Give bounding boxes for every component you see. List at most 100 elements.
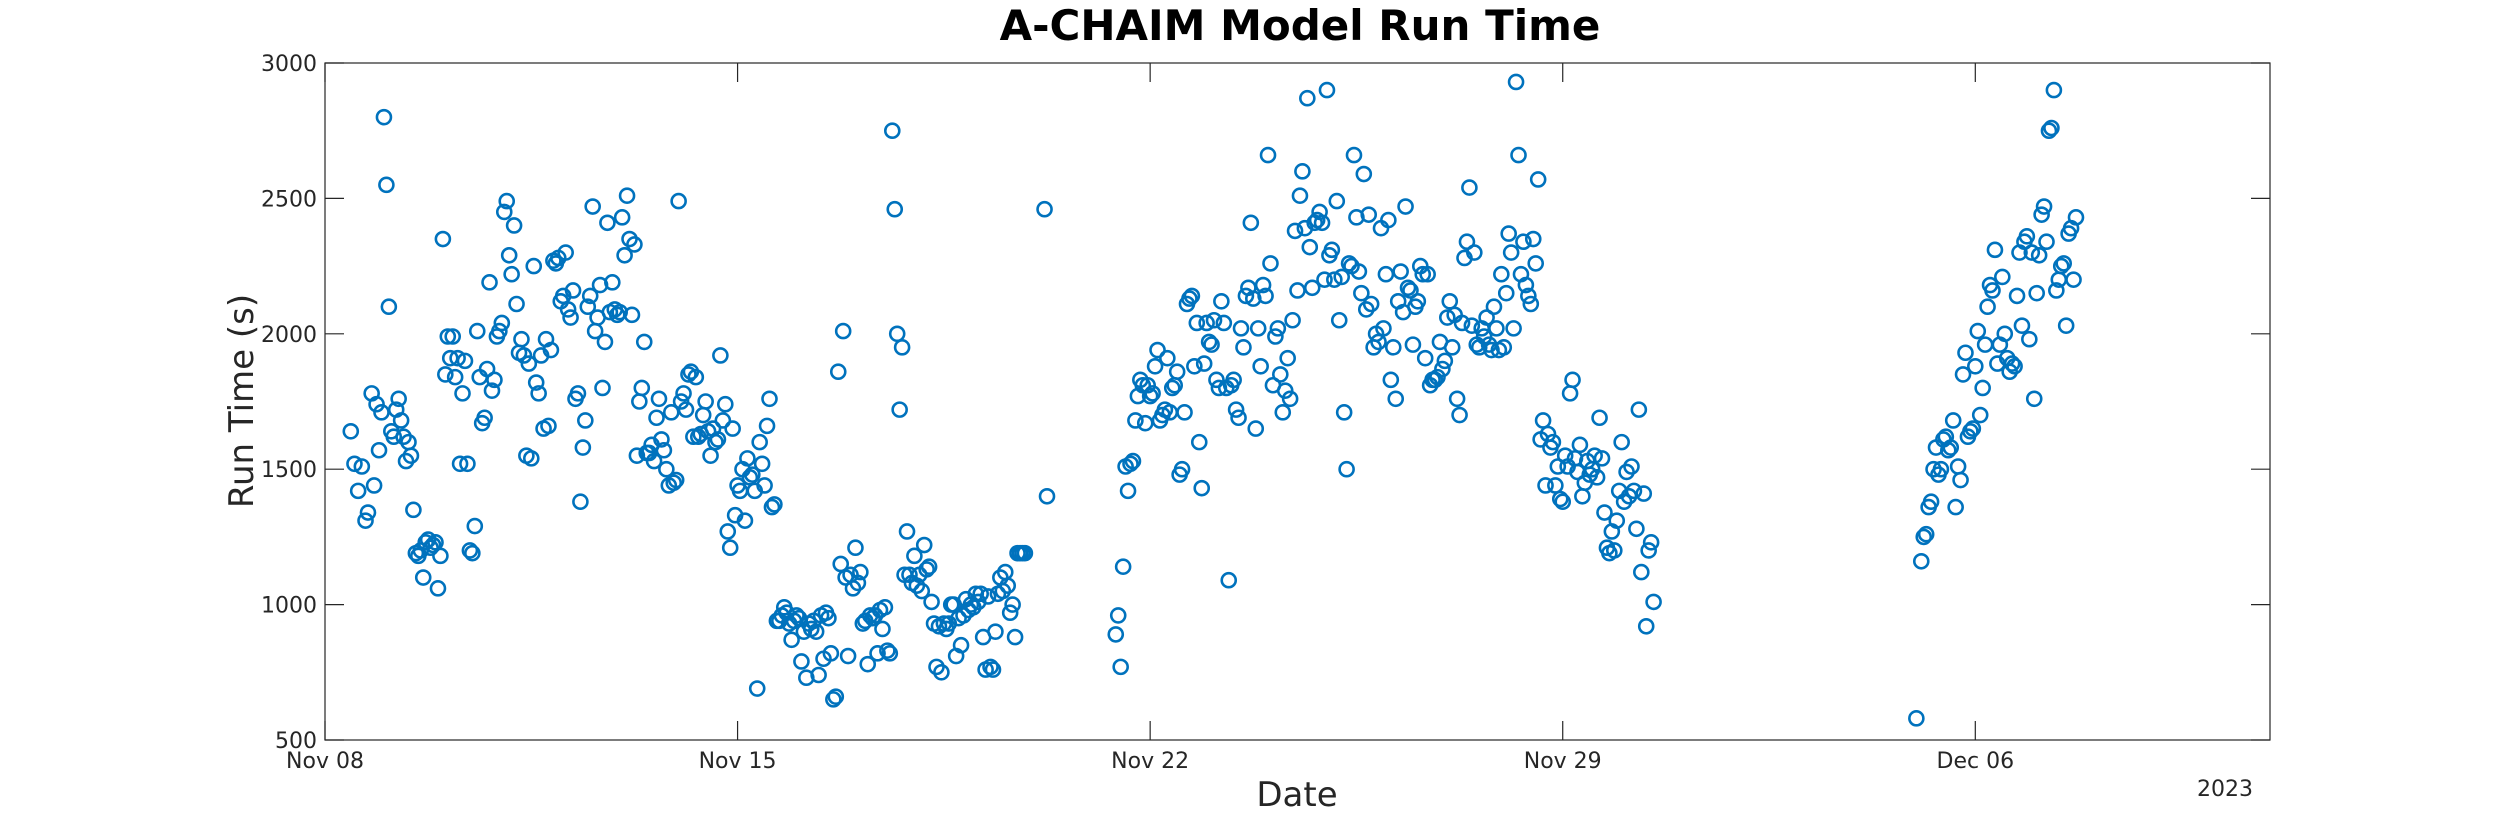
data-point bbox=[616, 246, 633, 264]
data-point bbox=[1524, 230, 1542, 248]
data-point bbox=[982, 658, 999, 676]
data-point bbox=[572, 493, 589, 510]
data-point bbox=[503, 265, 520, 283]
data-point bbox=[1996, 325, 2014, 343]
data-point bbox=[1625, 482, 1643, 500]
data-point bbox=[414, 569, 432, 586]
y-tick-label: 1000 bbox=[261, 594, 317, 619]
data-point bbox=[1326, 271, 1343, 288]
data-point bbox=[483, 382, 501, 399]
data-point bbox=[748, 680, 766, 697]
data-point bbox=[707, 433, 724, 451]
data-point bbox=[2067, 209, 2085, 226]
data-point bbox=[1591, 409, 1608, 427]
data-point bbox=[822, 645, 840, 662]
data-point bbox=[599, 214, 616, 232]
data-point bbox=[564, 282, 582, 299]
data-point bbox=[1291, 187, 1309, 204]
data-point bbox=[859, 655, 877, 673]
data-point bbox=[370, 441, 388, 459]
data-point bbox=[2018, 228, 2036, 245]
data-point bbox=[1181, 290, 1198, 307]
data-point bbox=[1284, 311, 1301, 329]
data-point bbox=[1544, 433, 1562, 451]
data-point bbox=[680, 366, 697, 383]
data-point bbox=[527, 374, 545, 391]
data-point bbox=[1313, 214, 1331, 232]
data-point bbox=[633, 379, 651, 397]
y-tick-label: 2500 bbox=[261, 187, 317, 212]
data-point bbox=[879, 642, 896, 659]
data-point bbox=[459, 455, 476, 473]
data-point bbox=[1645, 593, 1662, 611]
data-point bbox=[581, 287, 599, 305]
data-point bbox=[1596, 504, 1613, 521]
data-point bbox=[1382, 371, 1400, 389]
data-point bbox=[1237, 287, 1255, 305]
data-point bbox=[2028, 284, 2045, 302]
x-tick-label: Nov 08 bbox=[286, 749, 364, 774]
data-point bbox=[795, 623, 813, 640]
data-point bbox=[1436, 352, 1454, 370]
data-point bbox=[1957, 344, 1974, 362]
data-point bbox=[1414, 265, 1432, 283]
data-point bbox=[1249, 320, 1267, 337]
data-point bbox=[1922, 493, 1940, 510]
data-point bbox=[825, 691, 842, 708]
data-point bbox=[1426, 371, 1444, 389]
data-point bbox=[1183, 287, 1201, 305]
data-point bbox=[1112, 658, 1129, 676]
data-point bbox=[756, 477, 773, 494]
data-point bbox=[405, 501, 422, 519]
data-point bbox=[432, 547, 449, 565]
data-point bbox=[1355, 165, 1373, 183]
data-point bbox=[562, 309, 579, 326]
y-tick-label: 500 bbox=[275, 729, 317, 754]
data-point bbox=[1515, 233, 1532, 251]
data-point bbox=[446, 368, 464, 386]
data-point bbox=[2040, 122, 2058, 139]
data-point bbox=[719, 523, 737, 540]
data-point bbox=[454, 385, 471, 402]
data-point bbox=[1186, 357, 1203, 375]
data-point bbox=[1001, 604, 1019, 622]
data-point bbox=[687, 368, 705, 386]
data-point bbox=[2033, 206, 2050, 223]
data-point bbox=[891, 401, 908, 418]
x-tick-label: Nov 29 bbox=[1524, 749, 1602, 774]
data-point bbox=[584, 198, 601, 215]
data-point bbox=[1443, 339, 1461, 356]
data-point bbox=[1254, 276, 1272, 294]
data-point bbox=[721, 539, 739, 557]
data-point bbox=[468, 322, 486, 340]
data-point bbox=[466, 517, 484, 535]
data-point bbox=[667, 471, 685, 489]
data-point bbox=[1448, 390, 1466, 408]
data-point bbox=[2038, 233, 2055, 251]
data-point bbox=[1375, 320, 1392, 337]
data-point bbox=[604, 274, 621, 291]
data-point bbox=[1932, 460, 1950, 478]
data-point bbox=[829, 363, 847, 381]
data-point bbox=[380, 298, 398, 316]
data-point bbox=[1439, 309, 1456, 326]
data-point bbox=[1463, 317, 1481, 334]
x-axis-label: Date bbox=[1256, 775, 1337, 815]
data-point bbox=[342, 422, 360, 440]
data-point bbox=[359, 504, 377, 521]
data-point bbox=[1124, 452, 1142, 470]
data-point bbox=[849, 574, 867, 592]
data-point bbox=[1605, 542, 1623, 559]
data-point bbox=[1510, 146, 1527, 164]
x-tick-label: Nov 22 bbox=[1111, 749, 1189, 774]
data-point bbox=[495, 203, 513, 221]
data-point bbox=[525, 257, 543, 275]
data-point bbox=[1635, 485, 1653, 502]
data-point bbox=[1954, 366, 1972, 383]
data-point bbox=[451, 455, 469, 473]
data-point bbox=[1119, 482, 1137, 500]
data-point bbox=[1520, 287, 1537, 305]
data-point bbox=[1952, 471, 1969, 489]
data-point bbox=[881, 645, 899, 662]
data-point bbox=[1628, 520, 1645, 538]
